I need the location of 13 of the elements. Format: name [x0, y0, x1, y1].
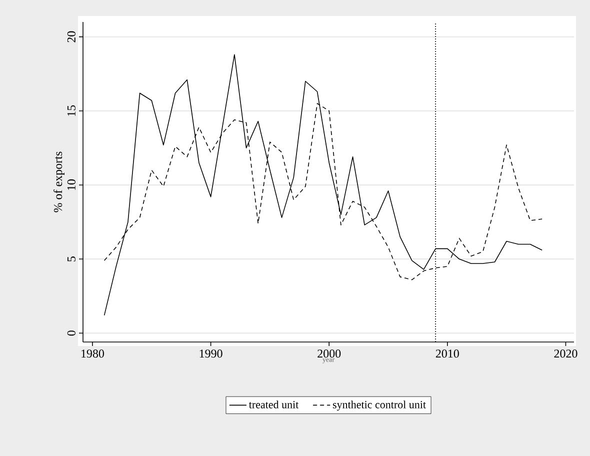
y-tick-label: 15 — [67, 105, 76, 116]
x-tick-label: 2010 — [436, 350, 459, 358]
y-tick-label: 10 — [67, 179, 76, 190]
x-tick-label: 2020 — [554, 350, 578, 358]
x-tick-label: 1980 — [82, 350, 104, 358]
y-axis-title: % of exports — [53, 152, 65, 212]
y-tick-label: 0 — [67, 330, 76, 336]
x-tick-label: 2000 — [318, 350, 341, 358]
x-tick-label: 1990 — [200, 350, 222, 358]
y-tick-label: 5 — [67, 256, 76, 262]
legend-label: synthetic control unit — [332, 400, 426, 411]
y-tick-label: 20 — [67, 31, 76, 42]
legend-label: treated unit — [248, 400, 299, 408]
